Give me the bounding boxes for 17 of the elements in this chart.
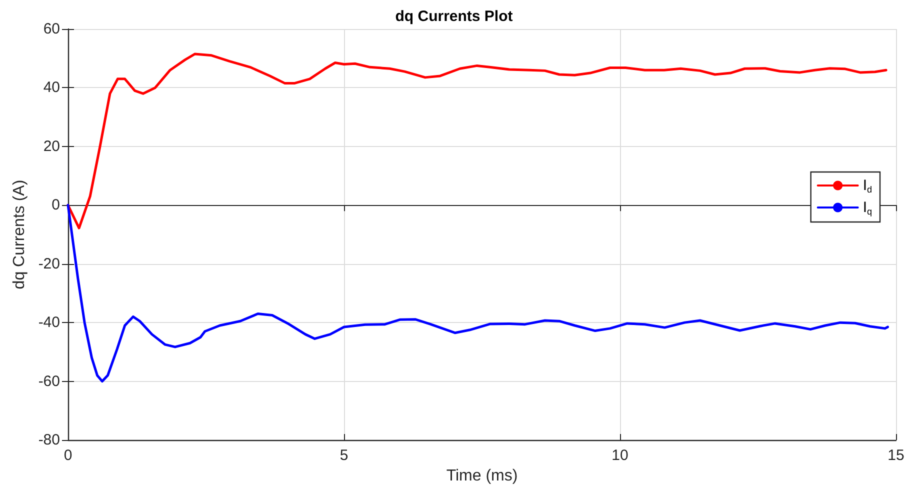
line-series bbox=[66, 204, 889, 383]
y-tick-label: 0 bbox=[52, 196, 60, 214]
x-tick-label: 5 bbox=[340, 447, 348, 464]
x-axis-title: Time (ms) bbox=[446, 468, 518, 484]
y-tick-label: 60 bbox=[43, 20, 60, 38]
y-tick-label: -60 bbox=[38, 372, 60, 390]
x-tick-label: 15 bbox=[888, 447, 904, 464]
y-tick-label: -80 bbox=[38, 432, 60, 448]
x-tick-label: 10 bbox=[612, 447, 628, 464]
y-tick-label: 20 bbox=[43, 138, 60, 155]
line-series bbox=[66, 52, 888, 230]
chart-title: dq Currents Plot bbox=[395, 8, 513, 25]
y-tick-label: -40 bbox=[38, 314, 60, 332]
y-axis-title: dq Currents (A) bbox=[10, 180, 28, 290]
y-tick-label: -20 bbox=[38, 255, 60, 272]
y-tick-label: 40 bbox=[43, 79, 60, 96]
x-tick-label: 0 bbox=[64, 447, 72, 464]
